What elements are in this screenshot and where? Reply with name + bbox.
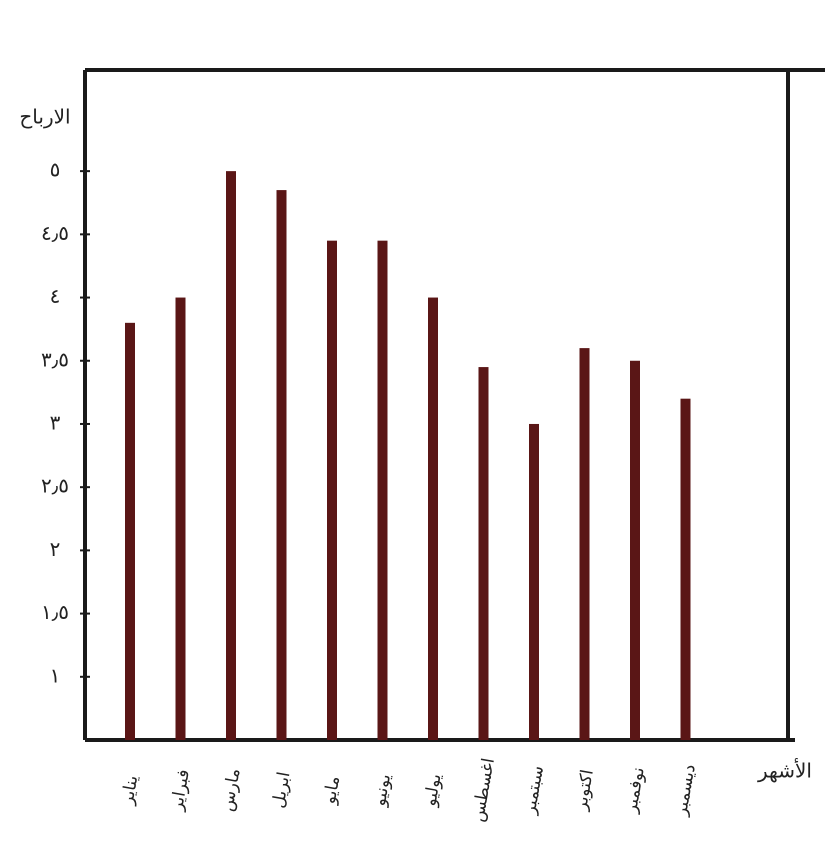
y-tick-label: ٣ — [50, 410, 61, 434]
bar — [630, 360, 640, 740]
x-axis-label: الأشهر — [757, 759, 812, 783]
x-tick-label: يناير — [117, 774, 142, 807]
y-tick-label: ٤ — [50, 284, 61, 308]
x-tick-label: اكتوبر — [571, 768, 598, 813]
x-tick-label: اغسطس — [468, 757, 499, 824]
bar — [579, 348, 590, 740]
y-tick-label: ٢ — [50, 537, 61, 561]
bar — [125, 322, 135, 740]
bar — [327, 240, 337, 740]
bar — [276, 190, 287, 740]
y-tick-label: ١ — [50, 663, 61, 687]
bar — [529, 423, 539, 740]
x-tick-label: يونيو — [370, 772, 396, 808]
x-tick-label: يوليو — [420, 772, 446, 809]
y-axis-label: الارباح — [19, 105, 70, 129]
bar — [680, 398, 691, 740]
y-tick-label: ٤٫٥ — [41, 221, 69, 245]
x-tick-label: مايو — [320, 775, 345, 807]
x-tick-label: فبراير — [167, 768, 194, 813]
x-tick-label: نوفمبر — [621, 766, 649, 816]
bar — [226, 171, 236, 740]
y-tick-label: ٢٫٥ — [41, 474, 69, 498]
bar — [428, 297, 438, 740]
bar — [377, 240, 388, 740]
y-tick-label: ٣٫٥ — [41, 347, 69, 371]
x-tick-label: سبتمبر — [520, 764, 548, 817]
y-tick-label: ٥ — [50, 158, 61, 182]
bar — [175, 297, 186, 740]
x-tick-label: ديسمبر — [671, 763, 700, 818]
x-tick-label: ابريل — [268, 770, 294, 809]
x-tick-label: مارس — [217, 767, 244, 813]
bar — [478, 367, 489, 740]
y-tick-label: ١٫٥ — [41, 600, 69, 624]
